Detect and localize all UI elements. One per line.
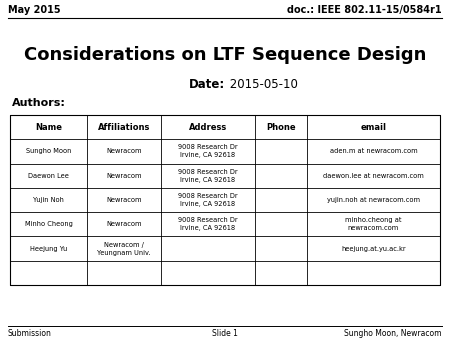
Text: Phone: Phone — [266, 123, 296, 131]
Text: email: email — [360, 123, 387, 131]
Text: Authors:: Authors: — [12, 98, 66, 108]
Text: Newracom: Newracom — [106, 173, 142, 179]
Text: May 2015: May 2015 — [8, 5, 61, 15]
Text: heejung.at.yu.ac.kr: heejung.at.yu.ac.kr — [341, 246, 405, 251]
Text: Yujin Noh: Yujin Noh — [33, 197, 64, 203]
Text: Daewon Lee: Daewon Lee — [28, 173, 69, 179]
Text: Newracom: Newracom — [106, 221, 142, 227]
Text: aden.m at newracom.com: aden.m at newracom.com — [329, 148, 417, 154]
Text: Minho Cheong: Minho Cheong — [25, 221, 72, 227]
Text: Newracom /
Yeungnam Univ.: Newracom / Yeungnam Univ. — [97, 242, 151, 256]
Text: Date:: Date: — [189, 78, 225, 92]
Text: Affiliations: Affiliations — [98, 123, 150, 131]
Text: Newracom: Newracom — [106, 197, 142, 203]
Text: Submission: Submission — [8, 329, 52, 338]
Text: Newracom: Newracom — [106, 148, 142, 154]
Bar — [10, 115, 440, 285]
Text: 9008 Research Dr
Irvine, CA 92618: 9008 Research Dr Irvine, CA 92618 — [178, 193, 238, 207]
Text: Sungho Moon, Newracom: Sungho Moon, Newracom — [345, 329, 442, 338]
Text: 2015-05-10: 2015-05-10 — [226, 78, 298, 92]
Text: 9008 Research Dr
Irvine, CA 92618: 9008 Research Dr Irvine, CA 92618 — [178, 144, 238, 159]
Text: Considerations on LTF Sequence Design: Considerations on LTF Sequence Design — [24, 46, 426, 64]
Text: daewon.lee at newracom.com: daewon.lee at newracom.com — [323, 173, 424, 179]
Text: minho.cheong at
newracom.com: minho.cheong at newracom.com — [345, 217, 401, 231]
Text: Name: Name — [35, 123, 62, 131]
Text: Address: Address — [189, 123, 227, 131]
Text: 9008 Research Dr
Irvine, CA 92618: 9008 Research Dr Irvine, CA 92618 — [178, 169, 238, 183]
Text: yujin.noh at newracom.com: yujin.noh at newracom.com — [327, 197, 420, 203]
Text: doc.: IEEE 802.11-15/0584r1: doc.: IEEE 802.11-15/0584r1 — [288, 5, 442, 15]
Text: Sungho Moon: Sungho Moon — [26, 148, 72, 154]
Text: Heejung Yu: Heejung Yu — [30, 246, 68, 251]
Text: Slide 1: Slide 1 — [212, 329, 238, 338]
Text: 9008 Research Dr
Irvine, CA 92618: 9008 Research Dr Irvine, CA 92618 — [178, 217, 238, 231]
